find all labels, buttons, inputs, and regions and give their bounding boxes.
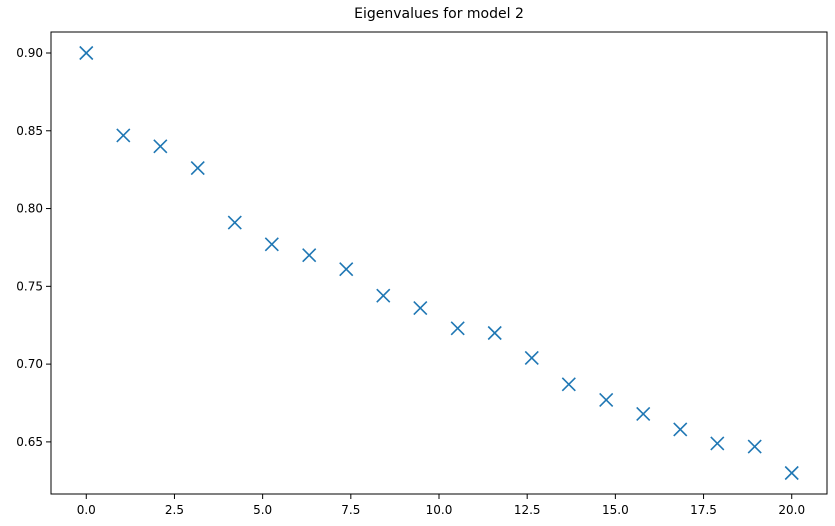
plot-area-frame bbox=[50, 31, 828, 495]
data-point-x-marker bbox=[450, 321, 465, 336]
data-point-x-marker bbox=[116, 128, 131, 143]
x-tick-label: 0.0 bbox=[77, 503, 96, 517]
x-axis: 0.0 2.5 5.0 7.5 10.0 12.5 15.0 17.5 20.0 bbox=[77, 494, 805, 517]
y-axis: 0.65 0.70 0.75 0.80 0.85 0.90 bbox=[16, 46, 51, 449]
data-point-x-marker bbox=[673, 422, 688, 437]
x-tick-label: 17.5 bbox=[690, 503, 717, 517]
y-tick-label: 0.90 bbox=[16, 46, 43, 60]
data-point-x-marker bbox=[636, 406, 651, 421]
x-tick-label: 5.0 bbox=[253, 503, 272, 517]
data-point-x-marker bbox=[153, 139, 168, 154]
data-point-x-marker bbox=[227, 215, 242, 230]
data-point-x-marker bbox=[524, 350, 539, 365]
x-tick-label: 10.0 bbox=[426, 503, 453, 517]
x-tick-label: 7.5 bbox=[341, 503, 360, 517]
x-tick-label: 12.5 bbox=[514, 503, 541, 517]
chart-title: Eigenvalues for model 2 bbox=[354, 6, 524, 22]
data-point-x-marker bbox=[784, 465, 799, 481]
y-tick-label: 0.65 bbox=[16, 435, 43, 449]
data-point-x-marker bbox=[561, 377, 576, 392]
data-point-x-marker bbox=[339, 262, 354, 277]
y-tick-label: 0.70 bbox=[16, 357, 43, 371]
data-point-x-marker bbox=[302, 248, 317, 263]
y-tick-label: 0.75 bbox=[16, 279, 43, 293]
data-point-x-marker bbox=[413, 301, 428, 316]
data-point-x-marker bbox=[599, 392, 614, 407]
data-point-x-marker bbox=[487, 325, 502, 341]
x-tick-label: 15.0 bbox=[602, 503, 629, 517]
x-tick-label: 2.5 bbox=[165, 503, 184, 517]
data-points bbox=[79, 45, 799, 481]
y-tick-label: 0.80 bbox=[16, 202, 43, 216]
data-point-x-marker bbox=[79, 45, 94, 61]
data-point-x-marker bbox=[264, 237, 279, 252]
data-point-x-marker bbox=[710, 436, 725, 451]
data-point-x-marker bbox=[747, 439, 762, 454]
data-point-x-marker bbox=[376, 288, 391, 303]
data-point-x-marker bbox=[190, 161, 205, 176]
y-tick-label: 0.85 bbox=[16, 124, 43, 138]
x-tick-label: 20.0 bbox=[778, 503, 805, 517]
